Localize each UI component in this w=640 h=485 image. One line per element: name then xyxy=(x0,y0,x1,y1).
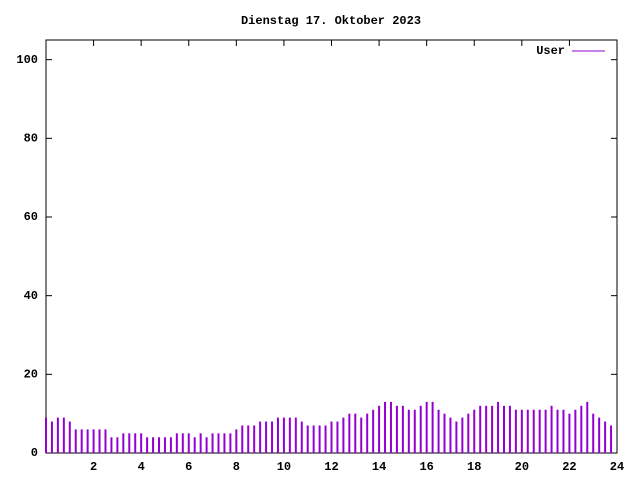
x-tick-label: 12 xyxy=(324,460,338,474)
y-tick-label: 60 xyxy=(24,210,38,224)
x-tick-label: 16 xyxy=(419,460,433,474)
y-tick-label: 0 xyxy=(31,446,38,460)
chart-title: Dienstag 17. Oktober 2023 xyxy=(241,14,421,28)
y-tick-label: 20 xyxy=(24,368,38,382)
x-tick-label: 8 xyxy=(233,460,240,474)
x-tick-label: 4 xyxy=(138,460,145,474)
x-tick-label: 6 xyxy=(185,460,192,474)
y-tick-label: 80 xyxy=(24,132,38,146)
x-tick-label: 2 xyxy=(90,460,97,474)
x-tick-label: 24 xyxy=(610,460,624,474)
y-tick-label: 100 xyxy=(16,53,38,67)
x-tick-label: 10 xyxy=(277,460,291,474)
x-tick-label: 22 xyxy=(562,460,576,474)
y-tick-label: 40 xyxy=(24,289,38,303)
x-tick-label: 20 xyxy=(515,460,529,474)
x-tick-label: 18 xyxy=(467,460,481,474)
legend-label: User xyxy=(536,44,565,58)
x-tick-label: 14 xyxy=(372,460,386,474)
